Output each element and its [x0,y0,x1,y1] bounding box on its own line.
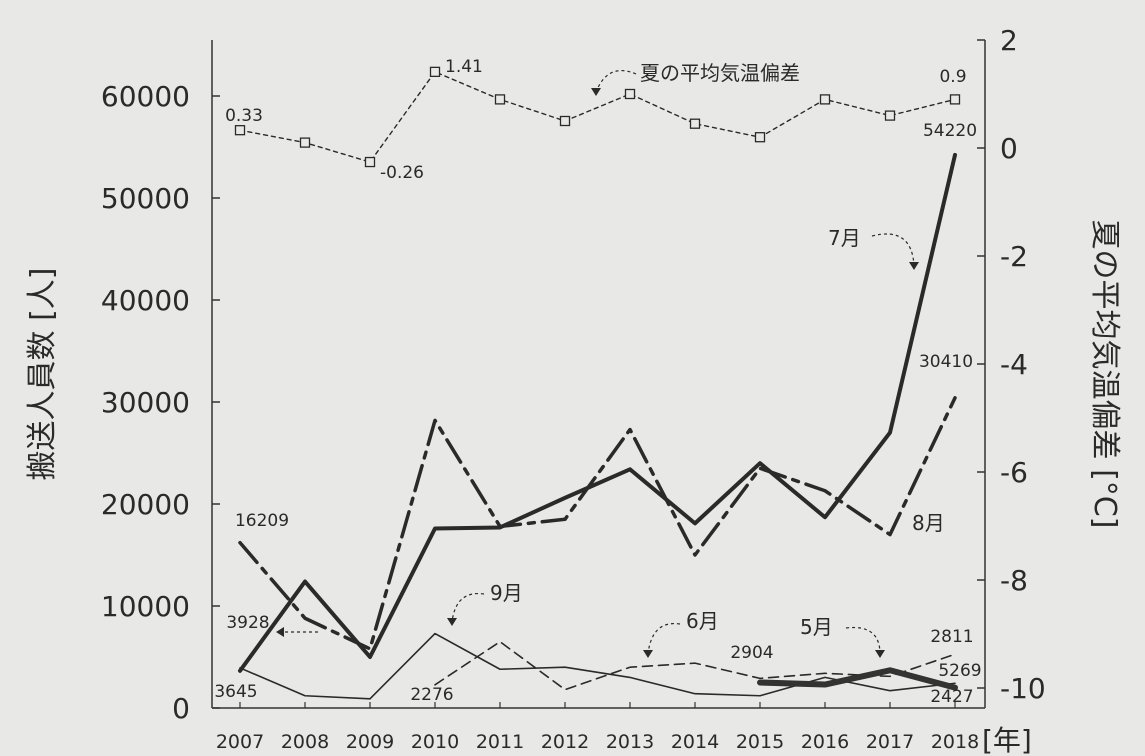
series-name-label: 6月 [686,609,719,633]
y-left-tick-label: 20000 [101,488,190,521]
temperature-marker [689,118,701,129]
arrowhead [591,88,601,96]
arrowhead [276,627,284,637]
data-label: 3645 [214,682,257,702]
x-tick-label: 2012 [541,731,589,753]
y-right-tick-label: -8 [1000,564,1028,597]
y-right-tick-label: -10 [1000,672,1046,705]
temperature-marker [559,115,571,127]
y-right-tick-label: -2 [1000,240,1028,273]
data-label: 30410 [919,352,973,372]
arrowhead [909,262,919,270]
series-name-label: 8月 [912,511,945,535]
y-right-tick-label: -4 [1000,348,1028,381]
data-label: 0.9 [939,67,966,87]
x-tick-label: 2011 [476,731,524,753]
series-name-label: 7月 [828,226,861,250]
series-line [757,667,958,691]
data-label: 2276 [410,685,453,705]
y-left-tick-label: 40000 [101,284,190,317]
y-left-axis-title: 搬送人員数 [人] [25,268,60,481]
y-left-tick-label: 50000 [101,182,190,215]
data-label: 2427 [930,687,973,707]
x-tick-label: 2014 [671,731,719,753]
temperature-marker [299,137,311,148]
plot-area: 0 10000 20000 30000 40000 50000 60000 -10 -8 -6 -4… [25,24,1122,756]
temperature-marker [494,94,506,105]
x-tick-label: 2009 [346,731,394,753]
data-label: 16209 [235,511,289,531]
arrowhead [447,618,457,626]
y-left-tick-label: 30000 [101,386,190,419]
series-line [238,396,957,651]
data-label: 2904 [730,643,773,663]
series-layer [234,66,961,700]
temperature-marker [429,66,441,78]
series-line [239,71,956,163]
leader-line [451,592,485,623]
series-name-label: 夏の平均気温偏差 [640,61,800,85]
arrowhead [643,650,653,658]
labels-layer: 0.33 -0.26 1.41 0.9 54220 30410 16209 3928 3645 2… [214,57,981,707]
leader-line [647,622,681,655]
arrowhead [875,650,885,658]
series-name-label: 9月 [490,581,523,605]
leader-line [871,233,915,267]
data-label: 0.33 [225,106,263,126]
temperature-marker [234,125,246,136]
y-right-axis-title: 夏の平均気温偏差 [°C] [1087,220,1122,529]
temperature-marker [624,88,636,100]
x-unit-label: [年] [982,724,1032,756]
x-tick-label: 2010 [411,731,459,753]
data-label: -0.26 [380,163,424,183]
x-tick-label: 2015 [736,731,784,753]
y-right-tick-label: -6 [1000,456,1028,489]
x-tick-label: 2007 [216,731,264,753]
temperature-marker [754,132,766,143]
y-right-tick-label: 2 [1000,24,1018,57]
leader-line [595,70,637,93]
data-label: 5269 [938,661,981,681]
series-line [239,632,956,700]
temperature-marker [949,94,961,105]
x-tick-label: 2018 [931,731,979,753]
y-right-tick-label: 0 [1000,132,1018,165]
x-tick-label: 2008 [281,731,329,753]
data-label: 2811 [930,627,973,647]
series-name-label: 5月 [800,615,833,639]
y-left-tick-label: 0 [172,692,190,725]
x-tick-label: 2013 [606,731,654,753]
x-tick-label: 2016 [801,731,849,753]
temperature-marker [364,156,376,168]
temperature-marker [819,94,831,105]
data-label: 3928 [226,613,269,633]
data-label: 1.41 [445,57,483,77]
leader-line [845,626,881,655]
x-tick-label: 2017 [866,731,914,753]
y-left-tick-label: 60000 [101,80,190,113]
series-line [434,640,956,691]
data-label: 54220 [923,121,977,141]
y-left-tick-label: 10000 [101,590,190,623]
temperature-marker [884,110,896,121]
